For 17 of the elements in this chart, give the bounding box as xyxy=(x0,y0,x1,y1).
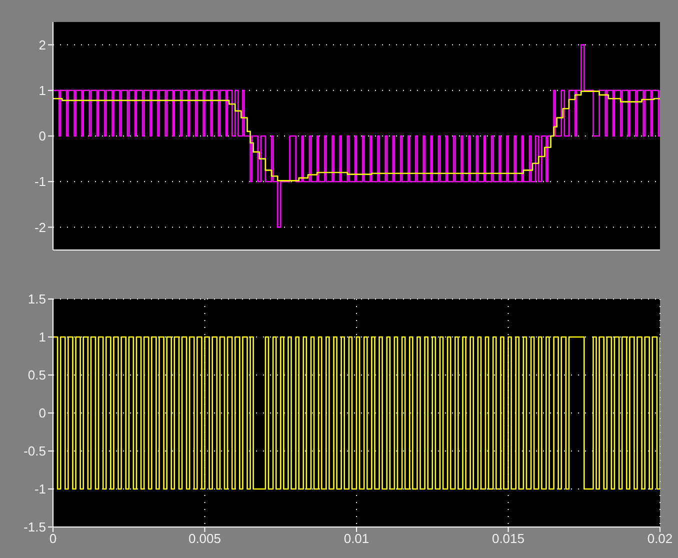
x-tick-label: 0.01 xyxy=(344,531,370,546)
x-tick-label: 0.015 xyxy=(492,531,525,546)
y-tick-label: 1 xyxy=(38,330,46,345)
y-tick-label: 2 xyxy=(38,37,46,52)
y-tick-label: 1.5 xyxy=(28,292,46,307)
y-tick-label: 0 xyxy=(38,128,46,144)
y-tick-label: -2 xyxy=(34,220,46,235)
y-tick-label: -1.5 xyxy=(24,520,46,535)
x-tick-label: 0 xyxy=(49,531,57,546)
y-tick-label: 1 xyxy=(38,83,46,98)
y-tick-label: -1 xyxy=(34,482,46,497)
x-tick-label: 0.02 xyxy=(647,531,673,546)
y-tick-label: -0.5 xyxy=(24,444,46,459)
y-tick-label: 0 xyxy=(38,406,46,421)
y-tick-label: -1 xyxy=(34,174,46,190)
y-tick-label: 0.5 xyxy=(28,368,46,383)
x-tick-label: 0.005 xyxy=(188,531,222,546)
